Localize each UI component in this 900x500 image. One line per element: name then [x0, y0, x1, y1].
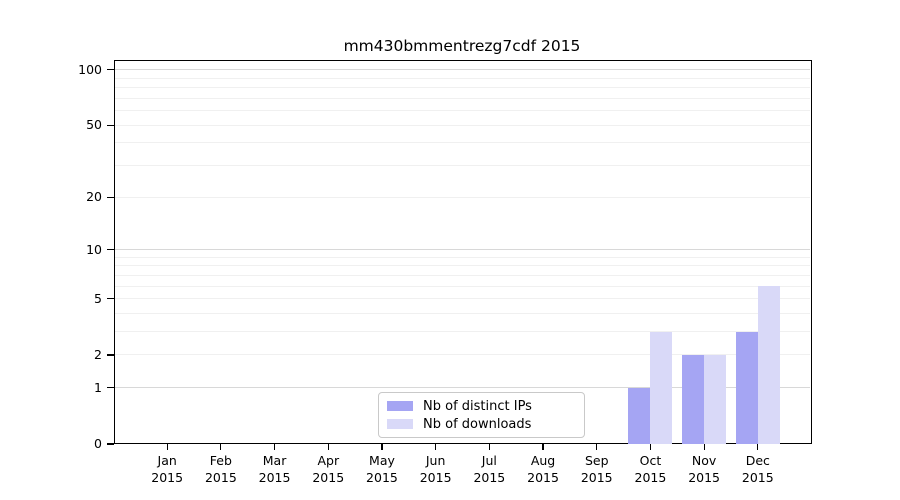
x-axis-tick-label: Dec 2015 [741, 453, 774, 485]
x-tick-mark [488, 444, 490, 450]
x-tick-mark [273, 444, 276, 450]
plot-area [113, 60, 812, 444]
gridline-major [114, 69, 811, 71]
y-axis-tick-label: 50 [86, 117, 102, 133]
x-axis-tick-label: Apr 2015 [312, 453, 345, 485]
x-tick-mark [327, 444, 329, 450]
gridline-minor [114, 110, 811, 112]
y-axis-tick-label: 5 [94, 290, 102, 306]
gridline-minor [114, 313, 811, 314]
x-axis-tick-label: Jun 2015 [419, 453, 452, 485]
gridline-minor [114, 142, 811, 144]
bar-distinct-ips [628, 387, 651, 444]
x-tick-mark [166, 444, 168, 450]
y-tick-mark [107, 69, 114, 71]
legend-swatch-downloads [387, 419, 413, 429]
x-tick-mark [435, 444, 437, 450]
x-axis-tick-label: Nov 2015 [688, 453, 721, 485]
gridline-minor [114, 274, 811, 276]
y-axis-tick-label: 10 [86, 241, 102, 257]
gridline-minor [114, 298, 811, 300]
gridline-minor [114, 97, 811, 99]
y-tick-mark [107, 387, 114, 389]
y-tick-mark [107, 443, 114, 445]
y-tick-mark [107, 196, 114, 198]
x-tick-mark [381, 444, 383, 450]
x-tick-mark [703, 444, 705, 450]
x-axis-tick-label: May 2015 [366, 453, 398, 485]
bar-downloads [650, 331, 673, 444]
gridline-minor [114, 354, 811, 356]
y-tick-mark [107, 354, 114, 356]
y-axis-tick-label: 1 [94, 379, 102, 395]
x-axis-tick-label: Aug 2015 [527, 453, 559, 485]
x-axis-tick-label: Feb 2015 [204, 453, 237, 485]
gridline-minor [114, 331, 811, 333]
x-tick-mark [649, 444, 651, 450]
legend-swatch-distinct-ips [387, 401, 413, 411]
gridline-major [114, 387, 811, 389]
legend: Nb of distinct IPs Nb of downloads [378, 392, 585, 438]
bar-distinct-ips [682, 354, 705, 444]
x-tick-mark [220, 444, 222, 450]
legend-item-distinct-ips: Nb of distinct IPs [387, 399, 584, 414]
x-axis-tick-label: Sep 2015 [580, 453, 613, 485]
bar-downloads [757, 286, 780, 444]
gridline-minor [114, 256, 811, 258]
x-tick-mark [542, 444, 544, 450]
x-tick-mark [596, 444, 598, 450]
bar-downloads [704, 354, 727, 444]
y-tick-mark [107, 124, 114, 126]
y-tick-mark [107, 298, 114, 300]
gridline-minor [114, 87, 811, 89]
x-axis-tick-label: Mar 2015 [258, 453, 291, 485]
gridline-minor [114, 285, 811, 287]
y-axis-tick-label: 20 [86, 189, 102, 205]
gridline-major [114, 249, 811, 251]
gridline-minor [114, 196, 811, 198]
gridline-minor [114, 265, 811, 267]
legend-label-downloads: Nb of downloads [423, 416, 532, 432]
x-axis-tick-label: Jan 2015 [151, 453, 184, 485]
x-tick-mark [757, 444, 759, 450]
y-axis-tick-label: 100 [78, 61, 102, 77]
y-axis-tick-label: 2 [94, 346, 102, 362]
gridline-minor [114, 124, 811, 126]
gridline-minor [114, 165, 811, 167]
x-axis-tick-label: Oct 2015 [634, 453, 667, 485]
legend-item-downloads: Nb of downloads [387, 417, 584, 432]
x-axis-tick-label: Jul 2015 [473, 453, 506, 485]
gridline-minor [114, 77, 811, 79]
bar-distinct-ips [735, 331, 758, 444]
legend-label-distinct-ips: Nb of distinct IPs [423, 398, 532, 414]
y-axis-tick-label: 0 [94, 436, 102, 451]
chart-title: mm430bmmentrezg7cdf 2015 [343, 37, 581, 55]
y-tick-mark [107, 248, 114, 251]
